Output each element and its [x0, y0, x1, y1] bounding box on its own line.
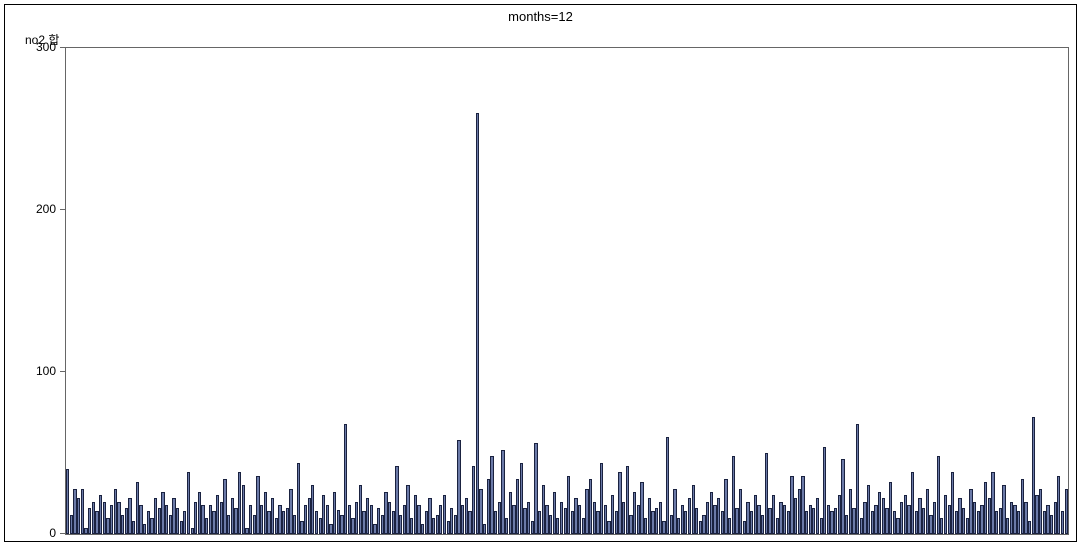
chart-outer-frame: months=12 no2 합 0100200300	[4, 4, 1077, 542]
bars-container	[66, 48, 1068, 534]
y-tick-mark	[60, 533, 65, 534]
y-tick-mark	[60, 209, 65, 210]
bar	[476, 113, 479, 534]
y-tick-mark	[60, 371, 65, 372]
y-tick-label: 200	[16, 202, 56, 216]
y-tick-label: 0	[16, 526, 56, 540]
chart-title: months=12	[5, 9, 1076, 24]
plot-area	[65, 47, 1069, 535]
bar	[187, 472, 190, 534]
y-tick-label: 100	[16, 364, 56, 378]
y-tick-label: 300	[16, 40, 56, 54]
y-tick-mark	[60, 47, 65, 48]
bar	[1065, 489, 1068, 534]
